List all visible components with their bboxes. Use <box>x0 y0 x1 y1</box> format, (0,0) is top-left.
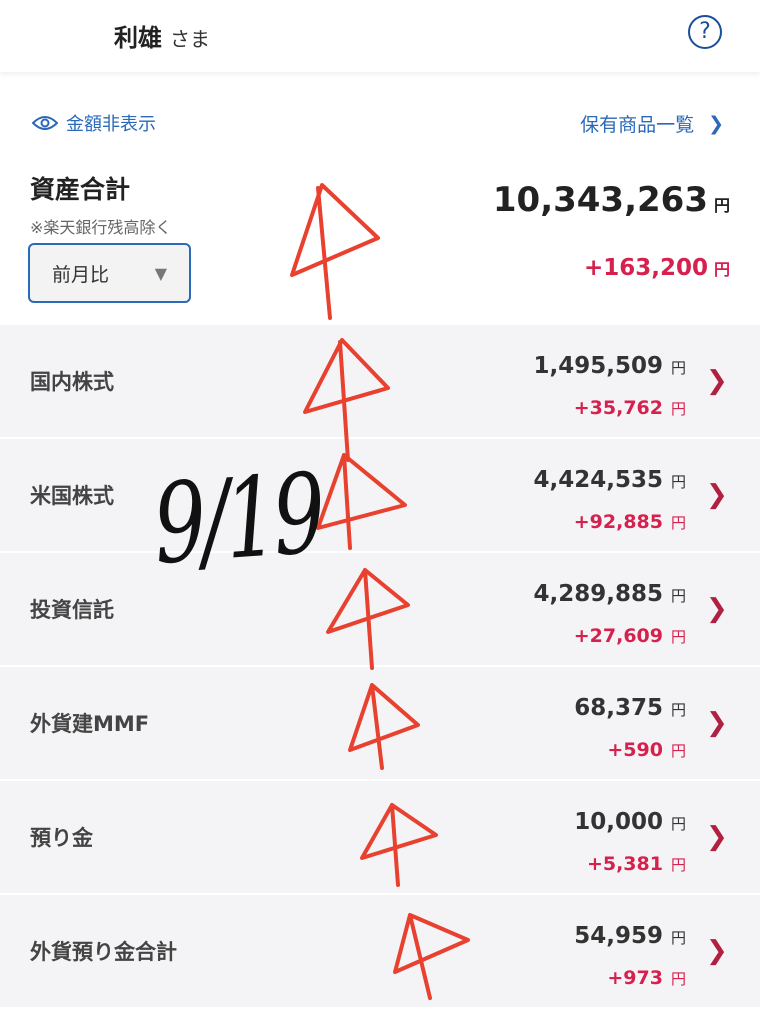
yen-unit: 円 <box>713 260 730 279</box>
asset-row[interactable]: 米国株式 4,424,535 円 +92,885 円 ❯ <box>0 439 760 551</box>
asset-value: 10,000 円 <box>574 809 686 835</box>
asset-label: 預り金 <box>30 826 93 850</box>
asset-value: 68,375 円 <box>574 695 686 721</box>
total-note: ※楽天銀行残高除く <box>30 218 172 237</box>
asset-list: 国内株式 1,495,509 円 +35,762 円 ❯ 米国株式 4,424,535 円 +9… <box>0 325 760 1009</box>
total-value: 10,343,263 円 <box>493 180 730 220</box>
asset-value: 4,424,535 円 <box>533 467 686 493</box>
asset-row[interactable]: 国内株式 1,495,509 円 +35,762 円 ❯ <box>0 325 760 437</box>
caret-down-icon: ▼ <box>154 263 167 283</box>
total-assets-label: 資産合計 <box>30 175 131 204</box>
chevron-right-icon: ❯ <box>706 708 728 738</box>
asset-label: 投資信託 <box>30 598 114 622</box>
header: 利雄 さま ? <box>0 0 760 72</box>
chevron-right-icon: ❯ <box>708 112 724 135</box>
chevron-right-icon: ❯ <box>706 822 728 852</box>
asset-diff: +5,381 円 <box>586 853 686 875</box>
asset-diff: +35,762 円 <box>573 397 686 419</box>
arrow-up-icon <box>290 183 380 320</box>
asset-diff: +973 円 <box>607 967 686 989</box>
holdings-link-label: 保有商品一覧 <box>580 114 695 136</box>
total-diff: +163,200 円 <box>584 255 730 281</box>
hide-amount-label: 金額非表示 <box>66 114 156 135</box>
asset-diff: +590 円 <box>607 739 686 761</box>
asset-label: 米国株式 <box>30 484 114 508</box>
chevron-right-icon: ❯ <box>706 480 728 510</box>
asset-value: 1,495,509 円 <box>533 353 686 379</box>
eye-icon <box>32 116 58 130</box>
asset-row[interactable]: 外貨建MMF 68,375 円 +590 円 ❯ <box>0 667 760 779</box>
asset-row[interactable]: 外貨預り金合計 54,959 円 +973 円 ❯ <box>0 895 760 1007</box>
hide-amount-toggle[interactable]: 金額非表示 <box>32 110 156 136</box>
chevron-right-icon: ❯ <box>706 366 728 396</box>
total-value-number: 10,343,263 <box>492 180 708 220</box>
yen-unit: 円 <box>713 196 730 215</box>
user-name: 利雄 さま <box>114 18 210 53</box>
asset-label: 外貨預り金合計 <box>30 940 177 964</box>
asset-value: 54,959 円 <box>574 923 686 949</box>
total-diff-number: +163,200 <box>583 255 708 281</box>
chevron-right-icon: ❯ <box>706 936 728 966</box>
asset-row[interactable]: 投資信託 4,289,885 円 +27,609 円 ❯ <box>0 553 760 665</box>
asset-value: 4,289,885 円 <box>533 581 686 607</box>
user-name-text: 利雄 <box>114 24 162 52</box>
holdings-list-link[interactable]: 保有商品一覧 ❯ <box>580 110 724 137</box>
honorific: さま <box>170 27 210 51</box>
asset-diff: +92,885 円 <box>573 511 686 533</box>
asset-diff: +27,609 円 <box>573 625 686 647</box>
chevron-right-icon: ❯ <box>706 594 728 624</box>
help-question-icon[interactable]: ? <box>688 15 722 49</box>
compare-period-select[interactable]: 前月比 ▼ <box>28 243 191 303</box>
asset-row[interactable]: 預り金 10,000 円 +5,381 円 ❯ <box>0 781 760 893</box>
compare-select-value: 前月比 <box>52 263 110 286</box>
asset-label: 国内株式 <box>30 370 114 394</box>
asset-label: 外貨建MMF <box>30 712 150 736</box>
